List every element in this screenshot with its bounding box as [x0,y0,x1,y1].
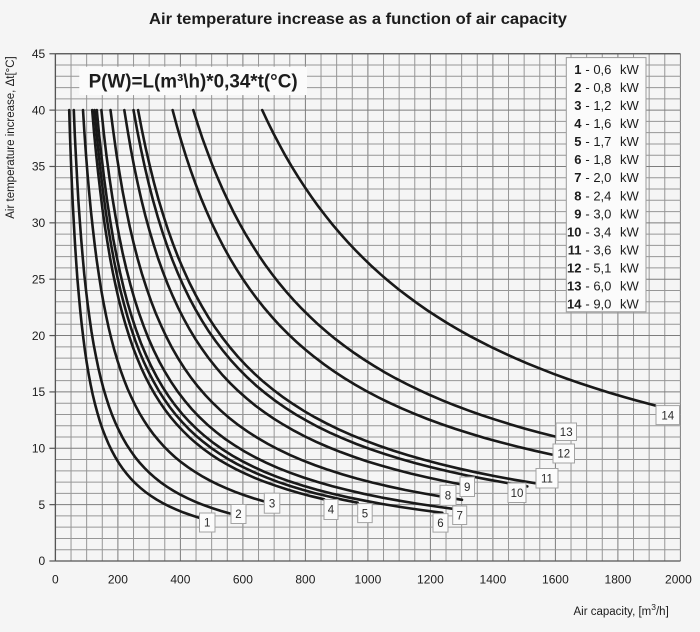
svg-text:4: 4 [328,505,335,517]
svg-text:40: 40 [32,103,46,117]
svg-text:P(W)=L(m³\h)*0,34*t(°C): P(W)=L(m³\h)*0,34*t(°C) [89,72,298,93]
svg-text:kW: kW [620,297,640,312]
svg-text:1000: 1000 [355,573,382,587]
svg-text:600: 600 [233,573,253,587]
svg-text:1400: 1400 [480,573,507,587]
svg-text:- 1,2: - 1,2 [585,98,611,113]
svg-text:- 2,0: - 2,0 [585,170,611,185]
svg-text:- 3,6: - 3,6 [585,243,611,258]
svg-text:7: 7 [574,170,581,185]
svg-text:kW: kW [620,80,640,95]
svg-text:- 3,4: - 3,4 [585,224,611,239]
svg-text:14: 14 [661,410,674,422]
svg-text:kW: kW [620,206,640,221]
svg-text:400: 400 [170,573,190,587]
svg-text:8: 8 [574,188,581,203]
svg-text:kW: kW [620,279,640,294]
svg-text:- 1,8: - 1,8 [585,152,611,167]
svg-text:- 9,0: - 9,0 [585,297,611,312]
svg-text:1200: 1200 [417,573,444,587]
svg-text:8: 8 [445,491,451,503]
svg-text:10: 10 [567,224,581,239]
svg-text:- 1,6: - 1,6 [585,116,611,131]
svg-text:2000: 2000 [665,573,692,587]
svg-text:2: 2 [574,80,581,95]
svg-text:45: 45 [32,47,46,61]
svg-text:kW: kW [620,243,640,258]
svg-text:13: 13 [560,427,573,439]
svg-text:4: 4 [574,116,582,131]
svg-text:10: 10 [511,488,524,500]
svg-text:6: 6 [574,152,581,167]
svg-text:Air capacity, [m3/h]: Air capacity, [m3/h] [574,602,669,618]
svg-text:35: 35 [32,160,46,174]
svg-text:Air temperature increase as a: Air temperature increase as a function o… [149,11,567,28]
svg-text:kW: kW [620,170,640,185]
svg-text:11: 11 [541,473,553,485]
svg-text:- 2,4: - 2,4 [585,188,611,203]
svg-text:- 5,1: - 5,1 [585,261,611,276]
svg-text:- 3,0: - 3,0 [585,206,611,221]
svg-text:2: 2 [235,509,241,521]
svg-text:11: 11 [568,243,582,258]
svg-text:- 0,6: - 0,6 [585,62,611,77]
svg-text:- 1,7: - 1,7 [585,134,611,149]
svg-text:3: 3 [574,98,581,113]
svg-text:kW: kW [620,116,640,131]
svg-text:0: 0 [52,573,59,587]
svg-text:12: 12 [557,449,570,461]
svg-text:kW: kW [620,98,640,113]
svg-text:20: 20 [32,329,46,343]
svg-text:14: 14 [567,297,582,312]
svg-text:- 0,8: - 0,8 [585,80,611,95]
svg-text:5: 5 [362,508,368,520]
svg-text:kW: kW [620,62,640,77]
svg-text:7: 7 [456,511,462,523]
svg-text:5: 5 [39,498,46,512]
svg-text:kW: kW [620,224,640,239]
svg-text:200: 200 [108,573,128,587]
svg-text:0: 0 [39,554,46,568]
svg-text:13: 13 [567,279,581,294]
svg-text:5: 5 [574,134,581,149]
svg-text:1600: 1600 [542,573,569,587]
svg-text:10: 10 [32,441,46,455]
svg-text:1: 1 [574,62,581,77]
svg-text:3: 3 [269,498,275,510]
svg-text:kW: kW [620,152,640,167]
svg-text:25: 25 [32,272,46,286]
svg-text:800: 800 [295,573,315,587]
svg-text:15: 15 [32,385,46,399]
svg-text:1: 1 [204,518,210,530]
svg-text:kW: kW [620,188,640,203]
svg-text:12: 12 [567,261,581,276]
svg-text:1800: 1800 [605,573,632,587]
svg-text:kW: kW [620,261,640,276]
svg-text:9: 9 [464,482,470,494]
svg-text:6: 6 [437,518,443,530]
svg-text:kW: kW [620,134,640,149]
svg-text:- 6,0: - 6,0 [585,279,611,294]
svg-text:30: 30 [32,216,46,230]
svg-text:Air temperature increase, Δt[°: Air temperature increase, Δt[°C] [5,56,17,218]
svg-text:9: 9 [574,206,581,221]
